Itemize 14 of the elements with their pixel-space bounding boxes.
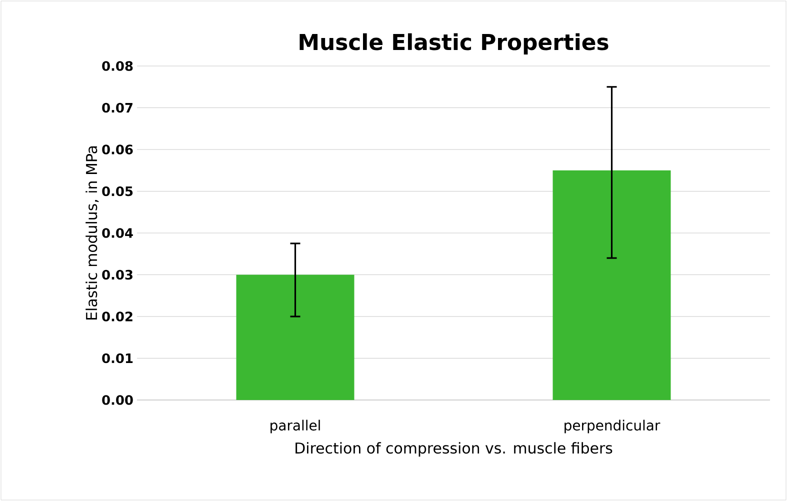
y-axis-title: Elastic modulus, in MPa (86, 146, 99, 320)
chart-title: Muscle Elastic Properties (300, 33, 608, 55)
y-tick-label: 0.00 (102, 395, 133, 405)
y-tick-label: 0.04 (102, 228, 133, 238)
y-tick-label: 0.05 (102, 186, 133, 196)
y-tick-label: 0.02 (102, 312, 132, 322)
y-tick-label: 0.06 (102, 144, 133, 154)
y-tick-label: 0.01 (102, 353, 133, 364)
x-axis-title: Direction of compression vs. muscle fibers (296, 442, 612, 457)
y-tick-label: 0.03 (102, 270, 132, 280)
x-tick-label: perpendicular (564, 420, 660, 434)
y-tick-label: 0.08 (102, 61, 133, 71)
y-tick-label: 0.07 (102, 102, 132, 113)
x-tick-label: parallel (270, 420, 320, 434)
